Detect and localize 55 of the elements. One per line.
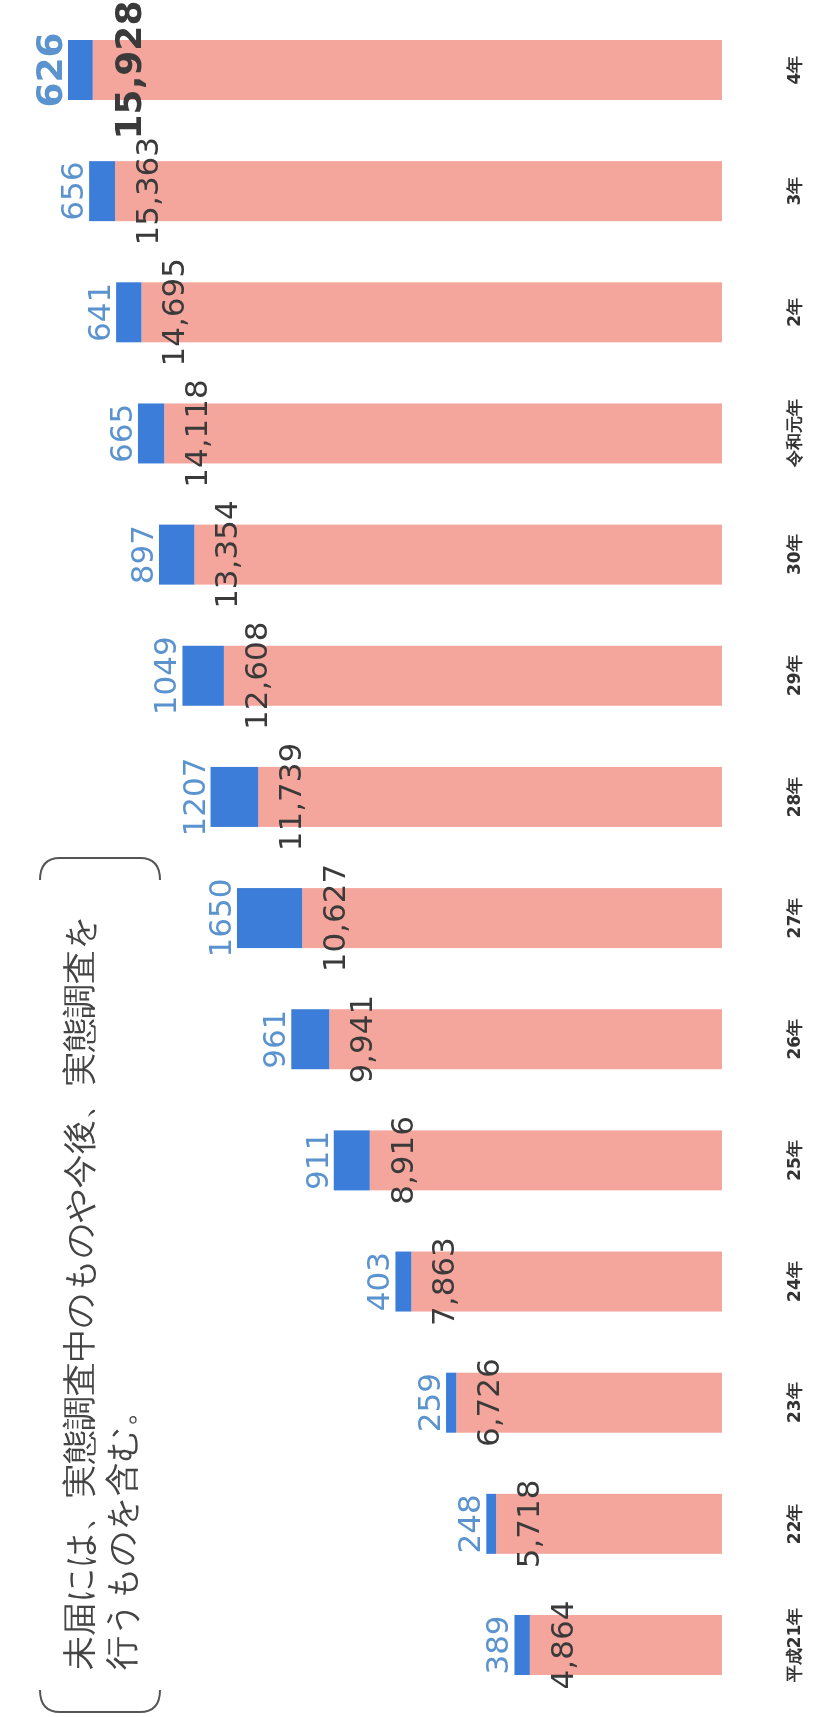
data-label: 8,916 [383, 1116, 420, 1205]
bar [395, 1251, 412, 1312]
data-label: 897 [123, 525, 160, 585]
y-tick-label: 2年 [784, 297, 804, 327]
bar [210, 766, 259, 827]
data-label: 7,863 [425, 1237, 462, 1326]
bar [116, 282, 142, 343]
y-tick-label: 22年 [784, 1503, 804, 1545]
bar [486, 1493, 497, 1554]
y-tick-label: 24年 [784, 1261, 804, 1302]
bar [236, 888, 303, 949]
data-label: 626 [29, 32, 70, 108]
data-label: 911 [298, 1130, 335, 1190]
data-label: 14,118 [178, 379, 215, 488]
bar [333, 1130, 370, 1191]
data-label: 1207 [175, 757, 212, 837]
data-label: 403 [360, 1251, 397, 1312]
data-label: 1650 [201, 878, 238, 958]
bar [89, 161, 116, 222]
data-label: 14,695 [155, 258, 192, 367]
y-tick-label: 29年 [784, 655, 804, 697]
data-label: 13,354 [208, 500, 245, 609]
y-tick-label: 平成21年 [784, 1607, 804, 1684]
annotation: 未届には、実態調査中のものや今後、実態調査を行うものを含む。 [58, 914, 142, 1670]
bar [514, 1615, 530, 1675]
y-tick-label: 4年 [784, 55, 804, 85]
bar [68, 40, 93, 100]
data-label: 10,627 [316, 863, 353, 973]
bar [446, 1372, 457, 1433]
data-label: 6,726 [470, 1358, 507, 1448]
data-label: 4,864 [543, 1600, 580, 1690]
data-label: 1049 [147, 636, 184, 716]
data-label: 641 [81, 282, 118, 342]
bar [291, 1009, 330, 1070]
y-tick-label: 26年 [784, 1018, 804, 1060]
y-tick-label: 28年 [784, 776, 804, 818]
y-tick-label: 3年 [784, 176, 804, 206]
data-label: 656 [54, 161, 91, 221]
data-label: 12,608 [237, 621, 274, 731]
data-label: 5,718 [510, 1479, 547, 1569]
bar [137, 403, 165, 464]
data-label: 259 [411, 1373, 448, 1433]
data-label: 665 [102, 403, 139, 464]
y-tick-label: 30年 [784, 534, 804, 575]
y-tick-label: 27年 [784, 897, 804, 939]
y-tick-label: 23年 [784, 1382, 804, 1424]
y-tick-label: 25年 [784, 1140, 804, 1181]
data-label: 961 [256, 1009, 293, 1069]
data-label: 9,941 [343, 994, 380, 1084]
data-label: 11,739 [272, 742, 309, 852]
y-tick-label: 令和元年 [784, 399, 804, 469]
bar [182, 645, 224, 706]
data-label: 389 [479, 1615, 516, 1675]
bar [158, 524, 195, 585]
data-label: 248 [451, 1494, 488, 1554]
